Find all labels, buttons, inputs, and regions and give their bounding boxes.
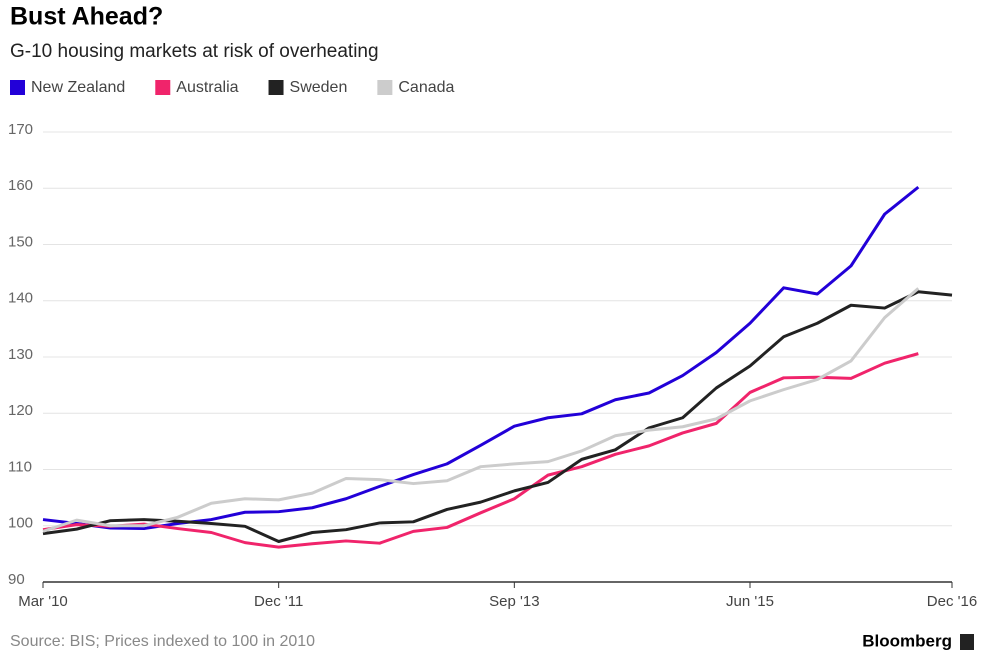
legend-label: Canada bbox=[398, 79, 454, 96]
y-tick-label: 130 bbox=[8, 346, 33, 363]
x-tick-label: Mar '10 bbox=[18, 593, 68, 610]
series-line bbox=[42, 290, 953, 543]
legend-label: Australia bbox=[176, 79, 238, 96]
y-tick-label: 100 bbox=[8, 515, 33, 532]
x-tick-label: Dec '16 bbox=[927, 593, 977, 610]
brand-icon bbox=[960, 634, 974, 650]
series-line bbox=[42, 287, 920, 533]
y-tick-label: 160 bbox=[8, 177, 33, 194]
y-tick-label: 150 bbox=[8, 233, 33, 250]
y-tick-label: 90 bbox=[8, 571, 25, 588]
legend-swatch bbox=[268, 80, 284, 95]
chart-title: Bust Ahead? bbox=[10, 3, 163, 31]
series-line bbox=[42, 185, 920, 531]
y-tick-label: 120 bbox=[8, 402, 33, 419]
chart-subtitle: G-10 housing markets at risk of overheat… bbox=[10, 41, 379, 62]
source: Source: BIS; Prices indexed to 100 in 20… bbox=[10, 633, 315, 650]
series-line bbox=[42, 352, 919, 549]
y-tick-label: 170 bbox=[8, 121, 33, 138]
legend-swatch bbox=[377, 80, 393, 95]
brand: Bloomberg bbox=[862, 631, 952, 650]
legend-swatch bbox=[10, 80, 25, 95]
y-tick-label: 140 bbox=[8, 290, 33, 307]
legend-label: New Zealand bbox=[31, 79, 125, 96]
y-tick-label: 110 bbox=[8, 458, 32, 475]
legend-swatch bbox=[155, 80, 171, 95]
x-tick-label: Sep '13 bbox=[489, 593, 539, 610]
x-tick-label: Jun '15 bbox=[726, 593, 774, 610]
legend-label: Sweden bbox=[290, 79, 348, 96]
x-tick-label: Dec '11 bbox=[254, 593, 303, 610]
